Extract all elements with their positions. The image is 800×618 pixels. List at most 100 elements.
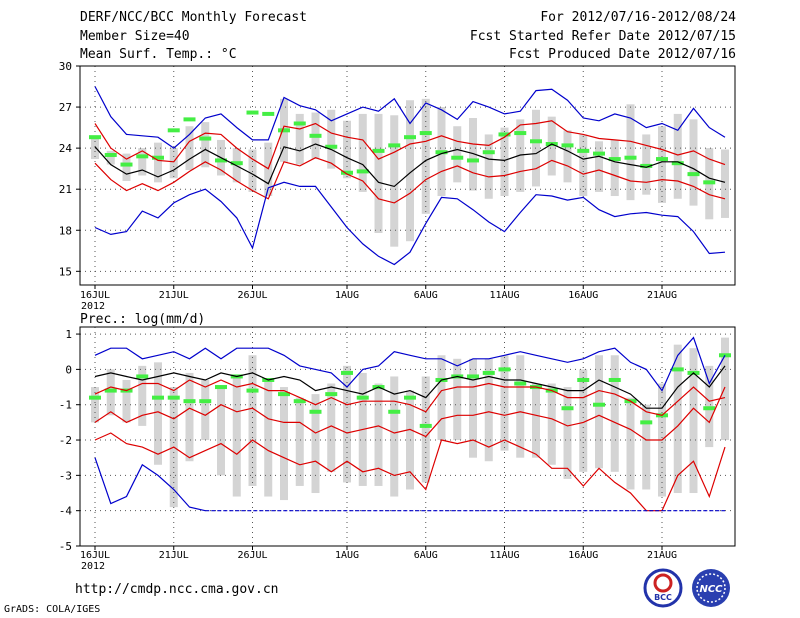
panel2-range-box	[295, 397, 304, 486]
panel2-range-box	[201, 379, 210, 441]
panel2-obs-mark	[671, 367, 684, 372]
panel1-obs-mark	[467, 158, 479, 163]
panel2-xtick-label: 26JUL	[237, 550, 267, 561]
panel1-ytick-label: 27	[59, 101, 72, 114]
panel2-obs-mark	[467, 374, 479, 379]
panel2-obs-mark	[152, 395, 164, 400]
panel1-obs-mark	[215, 158, 227, 163]
panel2-obs-mark	[167, 395, 180, 400]
panel2-obs-mark	[325, 392, 338, 397]
panel2-ytick-label: 1	[65, 328, 72, 341]
panel2-obs-mark	[482, 370, 495, 375]
panel1-range-box	[343, 120, 351, 179]
panel1-xtick-label: 11AUG	[489, 290, 519, 301]
panel1-xtick-label: 6AUG	[414, 290, 438, 301]
panel1-range-box	[248, 149, 257, 192]
panel2-xtick-label: 6AUG	[414, 550, 438, 561]
panel2-range-box	[484, 358, 493, 462]
panel1-xtick-label: 21JUL	[159, 290, 189, 301]
panel2-range-box	[217, 387, 225, 476]
ncc-logo-ring	[696, 573, 726, 603]
panel2-obs-mark	[640, 420, 653, 425]
panel2-obs-mark	[89, 395, 101, 400]
panel1-obs-mark	[230, 161, 243, 166]
panel1-ytick-label: 18	[59, 224, 72, 237]
panel2-obs-mark	[514, 381, 527, 386]
panel1-range-box	[358, 113, 367, 192]
panel2-ytick-label: -4	[59, 505, 73, 518]
panel1-obs-mark	[404, 135, 416, 140]
panel2-p25-line	[94, 386, 726, 441]
panel2-range-box	[138, 365, 147, 426]
panel2-xtick-label: 21JUL	[159, 550, 189, 561]
panel1-p25-line	[94, 157, 726, 204]
panel2-range-box	[154, 362, 162, 465]
panel2-p10-line	[94, 432, 726, 512]
panel2-range-box	[626, 397, 635, 490]
panel2-range-box	[547, 383, 556, 465]
panel1-range-box	[610, 139, 619, 197]
panel1-ytick-label: 24	[59, 142, 73, 155]
panel1-obs-mark	[104, 152, 117, 157]
panel1-obs-mark	[498, 132, 511, 137]
panel1-obs-mark	[671, 161, 684, 166]
panel2-range-box	[343, 365, 351, 483]
panel1-obs-mark	[624, 155, 637, 160]
grads-credit: GrADS: COLA/IGES	[4, 604, 101, 615]
panel2-obs-mark	[183, 399, 196, 404]
panel2-obs-mark	[309, 409, 322, 414]
panel1-range-box	[106, 150, 115, 165]
panel2-max-line	[94, 336, 726, 392]
panel1-obs-mark	[341, 170, 353, 175]
panel1-range-box	[154, 142, 162, 183]
panel1-obs-mark	[388, 143, 401, 148]
panel2-ytick-label: -3	[59, 469, 72, 482]
panel2-p75-line	[94, 379, 726, 416]
ncc-logo-text: NCC	[699, 584, 723, 595]
panel2-range-box	[280, 387, 288, 501]
panel1-obs-mark	[451, 155, 464, 160]
panel2-xtick-label: 2012	[81, 561, 105, 572]
panel2-range-box	[327, 383, 336, 472]
panel2-obs-mark	[199, 399, 212, 404]
panel1-range-box	[721, 149, 729, 218]
panel1-range-box	[547, 116, 556, 176]
panel2-obs-mark	[419, 423, 432, 428]
panel2-xtick-label: 21AUG	[647, 550, 677, 561]
panel1-xtick-label: 21AUG	[647, 290, 677, 301]
panel2-mean-line	[94, 365, 726, 409]
panel1-obs-mark	[656, 157, 668, 162]
panel1-min-line	[94, 181, 726, 266]
panel2-range-box	[516, 355, 525, 458]
panel2-range-box	[579, 369, 588, 472]
panel2-obs-mark	[593, 402, 605, 407]
panel2-range-box	[248, 355, 257, 486]
panel1-obs-mark	[278, 128, 290, 133]
panel2-obs-mark	[388, 409, 401, 414]
panel1-obs-mark	[640, 163, 653, 168]
panel1-range-box	[579, 134, 588, 197]
panel1-obs-mark	[136, 154, 149, 159]
panel1-range-box	[453, 126, 462, 183]
panel1-range-box	[406, 100, 414, 242]
panel2-obs-mark	[404, 395, 416, 400]
panel2-range-box	[453, 358, 462, 441]
panel2-obs-mark	[104, 388, 117, 393]
panel2-frame	[79, 326, 736, 547]
panel2-obs-mark	[341, 370, 353, 375]
panel1-frame	[79, 65, 736, 286]
source-url[interactable]: http://cmdp.ncc.cma.gov.cn	[75, 582, 279, 597]
panel2-xtick-label: 16JUL	[80, 550, 110, 561]
panel2-obs-mark	[719, 353, 731, 358]
panel1-xtick-label: 2012	[81, 301, 105, 312]
panel1-range-box	[673, 113, 682, 199]
panel1-range-box	[374, 113, 383, 233]
panel1-obs-mark	[120, 162, 133, 167]
panel1-obs-mark	[89, 135, 101, 140]
panel1-range-box	[469, 118, 477, 191]
panel2-range-box	[311, 394, 320, 494]
panel2-obs-mark	[498, 367, 511, 372]
panel2-obs-mark	[136, 374, 149, 379]
panel1-range-box	[689, 119, 698, 206]
